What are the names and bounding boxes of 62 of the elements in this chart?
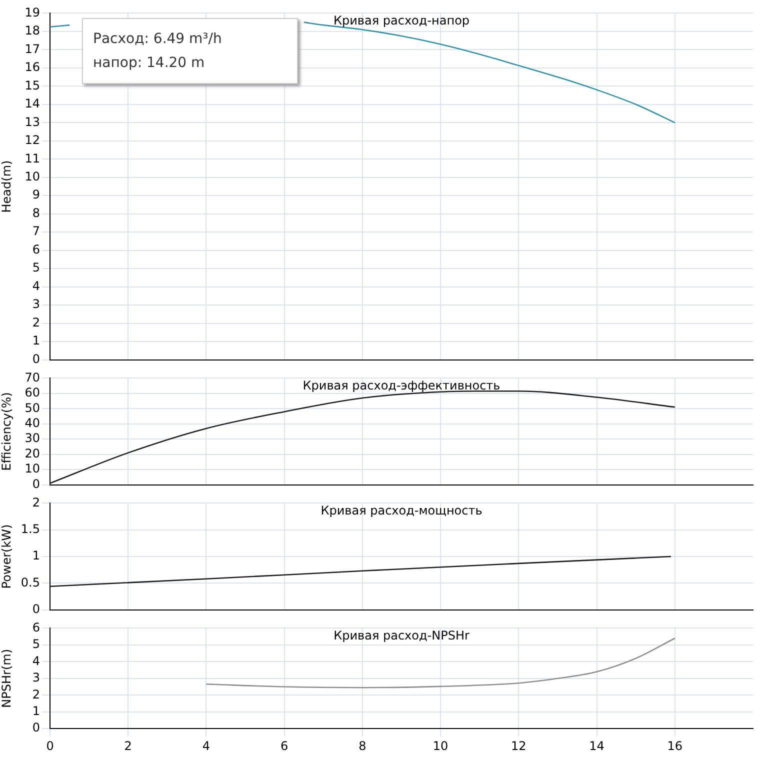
y-tick-label: 8 [32, 206, 40, 220]
x-tick-label: 2 [124, 738, 132, 753]
y-tick-label: 1 [32, 548, 40, 563]
y-tick-label: 6 [32, 620, 40, 634]
y-tick-label: 40 [24, 416, 40, 430]
chart-title: Кривая расход-мощность [320, 503, 482, 518]
y-tick-label: 10 [24, 170, 40, 184]
y-tick-label: 1 [32, 704, 40, 718]
y-tick-label: 70 [24, 370, 40, 384]
annotation: Расход: 6.49 m³/h [93, 30, 223, 49]
y-tick-label: 16 [24, 60, 40, 74]
y-tick-label: 2 [32, 495, 40, 510]
y-tick-label: 50 [24, 400, 40, 415]
chart-title: Кривая расход-напор [333, 13, 470, 28]
x-tick-label: 16 [667, 738, 683, 753]
y-tick-label: 1 [32, 334, 40, 348]
chart-title: Кривая расход-эффективность [302, 378, 500, 392]
x-tick-label: 0 [46, 738, 54, 753]
y-tick-label: 20 [24, 446, 40, 460]
y-tick-label: 2 [32, 687, 40, 702]
y-tick-label: 0 [32, 352, 40, 366]
tooltip: Расход: 6.49 m³/h напор: 14.20 m [82, 18, 298, 84]
x-tick-label: 14 [589, 738, 604, 753]
y-tick-label: 0.5 [20, 575, 40, 590]
y-tick-label: 13 [24, 114, 40, 129]
y-tick-label: 18 [24, 24, 40, 38]
y-tick-label: 15 [24, 78, 40, 92]
y-tick-label: 3 [32, 670, 40, 685]
line-series [50, 556, 672, 587]
y-tick-label: 1.5 [20, 522, 40, 536]
y-axis-title: Efficiency(%) [0, 392, 14, 471]
y-axis-title: Power(kW) [0, 524, 14, 589]
y-tick-label: 2 [32, 315, 40, 330]
y-tick-label: 4 [32, 654, 40, 668]
y-tick-label: 11 [24, 151, 40, 166]
y-tick-label: 0 [32, 602, 40, 616]
y-tick-label: 10 [24, 462, 40, 476]
x-tick-label: 10 [432, 738, 448, 753]
y-tick-label: 0 [32, 720, 40, 735]
annotation: напор: 14.20 m [93, 54, 206, 73]
y-axis-title: Head(m) [0, 160, 14, 213]
x-tick-label: 4 [202, 738, 210, 753]
y-tick-label: 60 [24, 386, 40, 400]
x-tick-label: 6 [280, 738, 288, 753]
y-tick-label: 30 [24, 431, 40, 446]
x-tick-label: 12 [511, 738, 526, 753]
y-tick-label: 7 [32, 224, 40, 238]
y-tick-label: 9 [32, 188, 40, 202]
chart-title: Кривая расход-NPSHr [334, 628, 470, 642]
y-tick-label: 19 [24, 5, 40, 20]
y-axis-title: NPSHr(m) [0, 648, 14, 708]
line-series [50, 390, 676, 484]
y-tick-label: 14 [24, 96, 40, 111]
y-tick-label: 4 [32, 278, 40, 293]
x-tick-label: 8 [358, 738, 366, 753]
y-tick-label: 6 [32, 242, 40, 256]
y-tick-label: 3 [32, 297, 40, 312]
y-tick-label: 0 [32, 476, 40, 491]
y-tick-label: 5 [32, 637, 40, 652]
y-tick-label: 5 [32, 260, 40, 275]
y-tick-label: 17 [24, 42, 40, 56]
y-tick-label: 12 [24, 133, 40, 148]
